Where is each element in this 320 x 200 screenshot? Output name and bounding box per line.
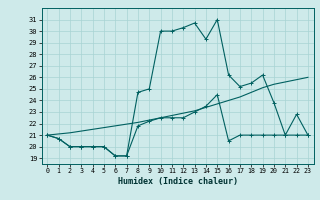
X-axis label: Humidex (Indice chaleur): Humidex (Indice chaleur) (118, 177, 237, 186)
